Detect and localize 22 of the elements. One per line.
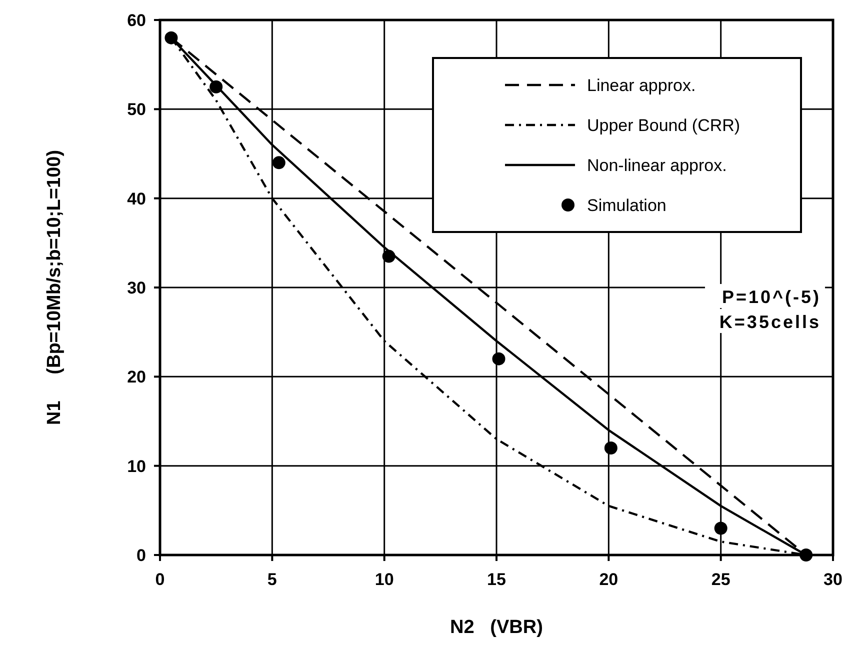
legend-label: Upper Bound (CRR) xyxy=(587,116,740,135)
x-tick-label: 10 xyxy=(374,570,394,589)
y-axis-title: N1 (Bp=10Mb/s;b=10;L=100) xyxy=(44,150,65,426)
x-axis-title: N2 (VBR) xyxy=(450,617,543,638)
x-tick-label: 20 xyxy=(599,570,618,589)
y-tick-label: 60 xyxy=(127,11,146,30)
x-tick-label: 30 xyxy=(824,570,842,589)
legend-label: Simulation xyxy=(587,196,666,215)
legend-label: Linear approx. xyxy=(587,76,696,95)
x-tick-label: 5 xyxy=(267,570,277,589)
annotation: K=35cells xyxy=(719,312,821,332)
legend-label: Non-linear approx. xyxy=(587,156,727,175)
y-tick-label: 0 xyxy=(136,546,146,565)
y-tick-label: 20 xyxy=(127,368,146,387)
y-tick-label: 30 xyxy=(127,278,146,298)
annotation: P=10^(-5) xyxy=(722,287,821,307)
y-tick-label: 40 xyxy=(127,189,146,208)
y-tick-label: 50 xyxy=(127,100,146,120)
x-tick-label: 0 xyxy=(155,570,165,589)
y-tick-label: 10 xyxy=(127,456,146,476)
x-tick-label: 15 xyxy=(487,570,506,589)
x-tick-label: 25 xyxy=(711,570,730,589)
